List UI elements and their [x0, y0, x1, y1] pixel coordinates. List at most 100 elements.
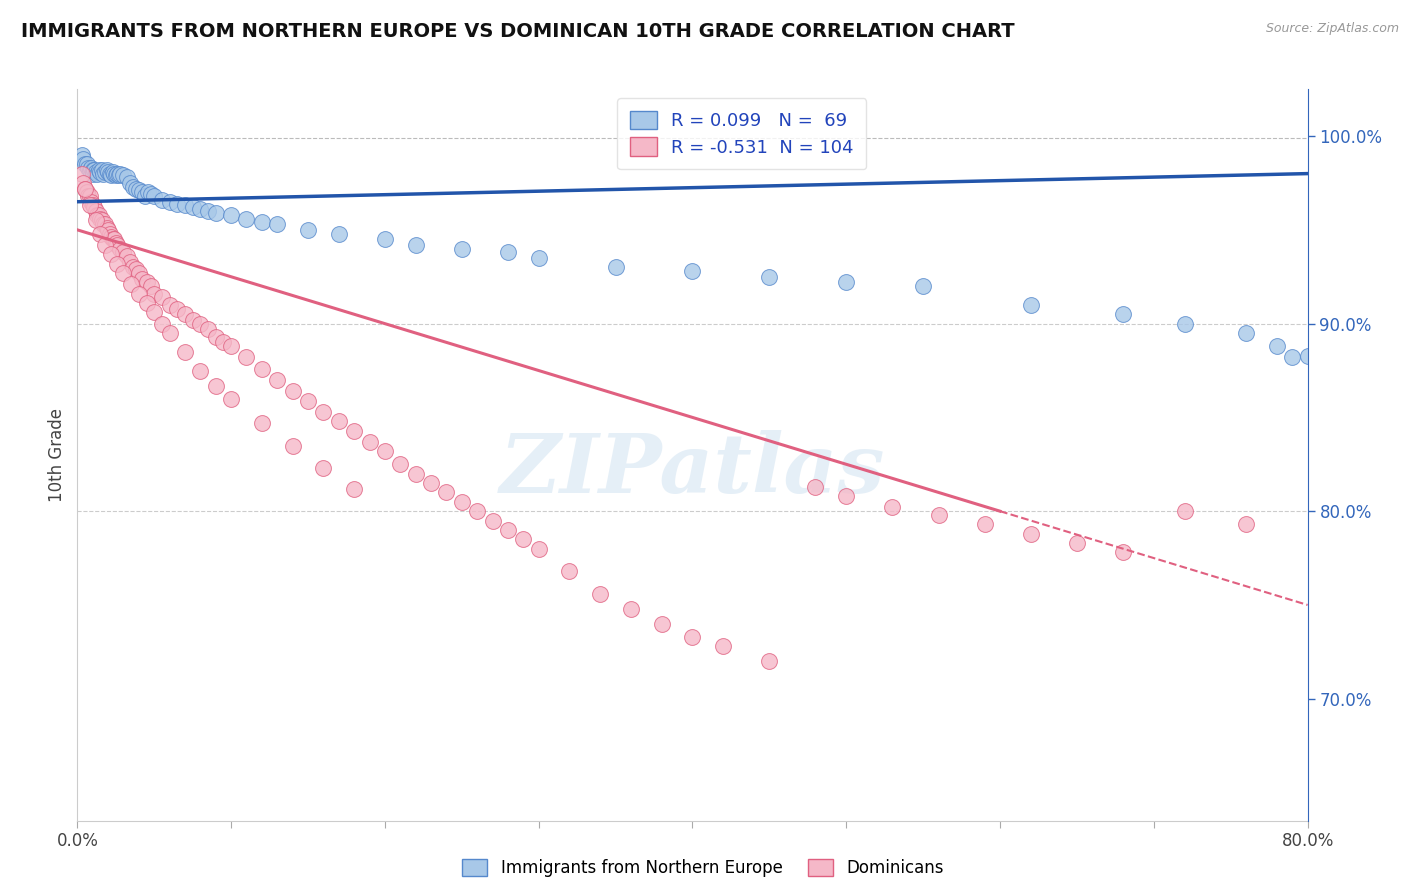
Point	[87, 208, 110, 222]
Point	[1281, 351, 1303, 365]
Point	[159, 326, 181, 340]
Point	[235, 211, 257, 226]
Point	[83, 200, 105, 214]
Point	[143, 189, 166, 203]
Point	[90, 213, 114, 227]
Point	[110, 167, 132, 181]
Point	[73, 181, 96, 195]
Point	[197, 322, 219, 336]
Point	[1019, 526, 1042, 541]
Y-axis label: 10th Grade: 10th Grade	[48, 408, 66, 502]
Point	[620, 601, 643, 615]
Point	[527, 541, 550, 556]
Point	[219, 392, 242, 406]
Point	[297, 223, 319, 237]
Point	[1296, 349, 1319, 363]
Point	[97, 165, 120, 179]
Point	[105, 167, 128, 181]
Point	[711, 639, 734, 653]
Point	[103, 232, 125, 246]
Point	[82, 162, 104, 177]
Point	[84, 204, 107, 219]
Point	[103, 167, 125, 181]
Point	[115, 249, 138, 263]
Point	[141, 279, 163, 293]
Point	[89, 227, 111, 241]
Point	[93, 167, 115, 181]
Point	[1174, 317, 1197, 331]
Point	[110, 242, 132, 256]
Point	[973, 517, 995, 532]
Point	[97, 223, 120, 237]
Point	[219, 208, 242, 222]
Point	[112, 266, 135, 280]
Point	[100, 247, 122, 261]
Point	[328, 414, 350, 428]
Point	[235, 351, 257, 365]
Point	[79, 189, 101, 203]
Point	[73, 157, 96, 171]
Point	[136, 186, 159, 200]
Point	[174, 344, 197, 359]
Point	[651, 616, 673, 631]
Point	[76, 186, 98, 200]
Point	[128, 184, 150, 198]
Point	[1066, 536, 1088, 550]
Point	[266, 217, 288, 231]
Point	[405, 467, 427, 481]
Point	[465, 504, 488, 518]
Point	[143, 286, 166, 301]
Point	[104, 235, 127, 250]
Point	[389, 458, 412, 472]
Point	[835, 489, 858, 503]
Point	[359, 434, 381, 449]
Point	[82, 167, 104, 181]
Point	[1234, 326, 1257, 340]
Point	[204, 378, 226, 392]
Point	[70, 167, 93, 181]
Point	[135, 296, 157, 310]
Point	[115, 170, 138, 185]
Point	[120, 277, 142, 292]
Point	[1174, 504, 1197, 518]
Text: IMMIGRANTS FROM NORTHERN EUROPE VS DOMINICAN 10TH GRADE CORRELATION CHART: IMMIGRANTS FROM NORTHERN EUROPE VS DOMIN…	[21, 22, 1015, 41]
Point	[166, 196, 188, 211]
Point	[343, 482, 366, 496]
Point	[159, 298, 181, 312]
Point	[758, 269, 780, 284]
Point	[134, 189, 156, 203]
Point	[112, 169, 135, 183]
Point	[312, 405, 335, 419]
Point	[86, 208, 108, 222]
Point	[94, 238, 117, 252]
Point	[174, 198, 197, 212]
Point	[131, 186, 153, 200]
Point	[204, 206, 226, 220]
Point	[512, 533, 534, 547]
Point	[605, 260, 627, 275]
Point	[682, 630, 704, 644]
Point	[98, 227, 121, 241]
Point	[1112, 307, 1135, 321]
Point	[89, 211, 111, 226]
Point	[212, 335, 235, 350]
Point	[83, 162, 105, 177]
Point	[758, 654, 780, 668]
Point	[150, 317, 173, 331]
Point	[101, 165, 124, 179]
Point	[73, 181, 96, 195]
Point	[882, 500, 904, 515]
Point	[527, 251, 550, 265]
Point	[77, 161, 100, 175]
Point	[174, 307, 197, 321]
Point	[835, 276, 858, 290]
Point	[250, 215, 273, 229]
Point	[72, 176, 94, 190]
Point	[118, 176, 141, 190]
Point	[100, 230, 122, 244]
Point	[112, 245, 135, 260]
Point	[70, 148, 93, 162]
Point	[912, 279, 935, 293]
Point	[105, 238, 128, 252]
Point	[1019, 298, 1042, 312]
